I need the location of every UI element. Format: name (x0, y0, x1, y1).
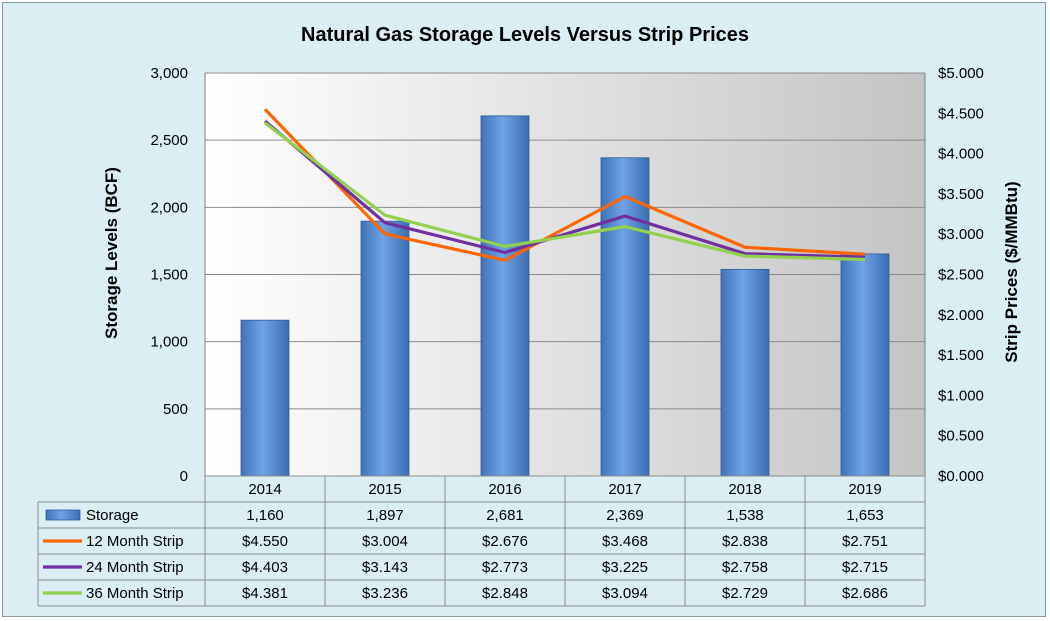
table-cell: $2.773 (482, 559, 528, 576)
table-cell: $3.225 (602, 559, 648, 576)
y2-tick-label: $4.000 (938, 146, 984, 163)
table-cell: $3.143 (362, 559, 408, 576)
table-cell: $2.686 (842, 585, 888, 602)
data-table: 2014 2015 2016 2017 2018 2019 Storage 1,160 1,89… (37, 475, 926, 607)
bar-storage-2018 (720, 268, 770, 477)
table-cell: $3.004 (362, 533, 408, 550)
table-cell: 1,653 (846, 507, 884, 524)
x-tick-label: 2018 (728, 481, 761, 498)
legend-label: 36 Month Strip (86, 585, 184, 602)
table-cell: 1,160 (246, 507, 284, 524)
price-lines (263, 108, 866, 262)
table-cell: $3.236 (362, 585, 408, 602)
bars (240, 115, 890, 477)
y-tick-label: 1,500 (150, 267, 188, 284)
table-cell: $2.676 (482, 533, 528, 550)
gridlines (205, 72, 925, 410)
y2-tick-label: $5.000 (938, 65, 984, 82)
legend-label: 12 Month Strip (86, 533, 184, 550)
y2-tick-label: $3.500 (938, 186, 984, 203)
y-tick-label: 1,000 (150, 334, 188, 351)
table-cell: $4.550 (242, 533, 288, 550)
line-24-month-strip (263, 119, 866, 259)
x-tick-label: 2016 (488, 481, 521, 498)
y2-axis-label: Strip Prices ($/MMBtu) (1002, 181, 1021, 362)
bar-storage-2015 (360, 220, 410, 477)
x-tick-label: 2014 (248, 481, 281, 498)
table-cell: $4.381 (242, 585, 288, 602)
table-cell: $2.751 (842, 533, 888, 550)
table-cell: 1,538 (726, 507, 764, 524)
right-axis-ticks: $0.000 $0.500 $1.000 $1.500 $2.000 $2.500 $3.0… (938, 65, 984, 485)
y-tick-label: 2,000 (150, 199, 188, 216)
y-tick-label: 2,500 (150, 132, 188, 149)
x-tick-label: 2015 (368, 481, 401, 498)
y-tick-label: 0 (180, 468, 188, 485)
y2-tick-label: $3.000 (938, 226, 984, 243)
y-axis-label: Storage Levels (BCF) (102, 167, 121, 339)
y2-tick-label: $0.500 (938, 428, 984, 445)
table-cell: $2.848 (482, 585, 528, 602)
chart-title: Natural Gas Storage Levels Versus Strip … (301, 24, 749, 46)
y-tick-label: 3,000 (150, 65, 188, 82)
table-cell: $3.468 (602, 533, 648, 550)
x-tick-label: 2019 (848, 481, 881, 498)
legend-label: 24 Month Strip (86, 559, 184, 576)
line-12-month-strip (263, 108, 866, 262)
table-cell: 2,681 (486, 507, 524, 524)
y2-tick-label: $1.500 (938, 347, 984, 364)
legend-label: Storage (86, 507, 139, 524)
y-tick-label: 500 (163, 401, 188, 418)
line-36-month-strip (264, 121, 866, 262)
table-cell: $2.838 (722, 533, 768, 550)
y2-tick-label: $0.000 (938, 468, 984, 485)
table-cell: $3.094 (602, 585, 648, 602)
bar-storage-2014 (240, 319, 290, 477)
bar-storage-2019 (840, 253, 890, 477)
y2-tick-label: $1.000 (938, 387, 984, 404)
table-cell: 2,369 (606, 507, 644, 524)
y2-tick-label: $4.500 (938, 105, 984, 122)
y2-tick-label: $2.500 (938, 267, 984, 284)
table-cell: $2.715 (842, 559, 888, 576)
table-cell: $4.403 (242, 559, 288, 576)
table-cell: $2.758 (722, 559, 768, 576)
bar-storage-2016 (480, 115, 530, 477)
table-cell: 1,897 (366, 507, 404, 524)
x-tick-label: 2017 (608, 481, 641, 498)
table-cell: $2.729 (722, 585, 768, 602)
left-axis-ticks: 0 500 1,000 1,500 2,000 2,500 3,000 (150, 65, 188, 485)
legend-key-storage (45, 509, 81, 521)
y2-tick-label: $2.000 (938, 307, 984, 324)
